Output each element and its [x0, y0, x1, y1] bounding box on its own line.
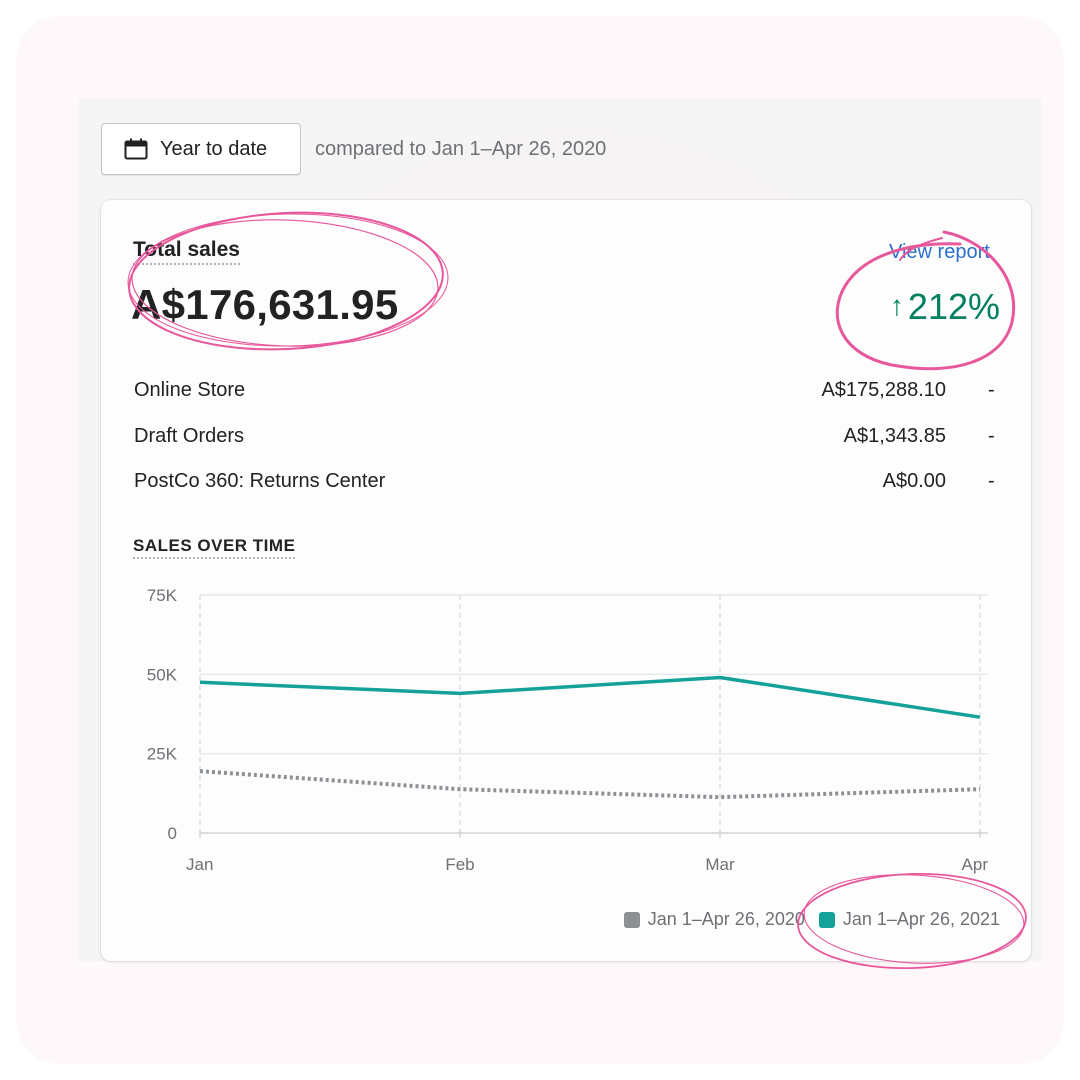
calendar-icon: [124, 138, 148, 160]
breakdown-label: Draft Orders: [134, 425, 245, 447]
x-tick-label: Apr: [962, 855, 989, 874]
y-tick-label: 50K: [147, 665, 178, 684]
sales-over-time-title[interactable]: SALES OVER TIME: [133, 536, 296, 559]
breakdown-trend: -: [988, 425, 995, 447]
x-tick-label: Mar: [705, 855, 735, 874]
x-tick-label: Jan: [186, 855, 213, 874]
y-tick-label: 75K: [147, 586, 178, 605]
y-tick-label: 0: [168, 824, 177, 843]
breakdown-value: A$0.00: [882, 470, 946, 492]
legend-swatch: [818, 911, 835, 928]
date-range-label: Year to date: [160, 137, 268, 160]
series-line-2020: [199, 769, 981, 800]
legend-item-2021[interactable]: Jan 1–Apr 26, 2021: [818, 909, 1000, 930]
date-range-button[interactable]: Year to date: [101, 123, 301, 175]
legend-label: Jan 1–Apr 26, 2021: [842, 909, 1000, 929]
legend-label: Jan 1–Apr 26, 2020: [647, 909, 805, 929]
legend-swatch: [623, 911, 640, 928]
x-tick-label: Feb: [445, 855, 474, 874]
breakdown-value: A$175,288.10: [821, 379, 946, 401]
legend-item-2020[interactable]: Jan 1–Apr 26, 2020: [623, 909, 805, 930]
chart-legend: Jan 1–Apr 26, 2020 Jan 1–Apr 26, 2021: [610, 909, 1000, 930]
comparison-text: compared to Jan 1–Apr 26, 2020: [315, 138, 607, 160]
breakdown-label: Online Store: [134, 379, 246, 401]
y-tick-label: 25K: [147, 745, 178, 764]
breakdown-trend: -: [988, 470, 995, 492]
series-line-2021: [199, 675, 981, 719]
breakdown-value: A$1,343.85: [843, 425, 946, 447]
breakdown-label: PostCo 360: Returns Center: [134, 470, 386, 492]
breakdown-trend: -: [988, 379, 995, 401]
